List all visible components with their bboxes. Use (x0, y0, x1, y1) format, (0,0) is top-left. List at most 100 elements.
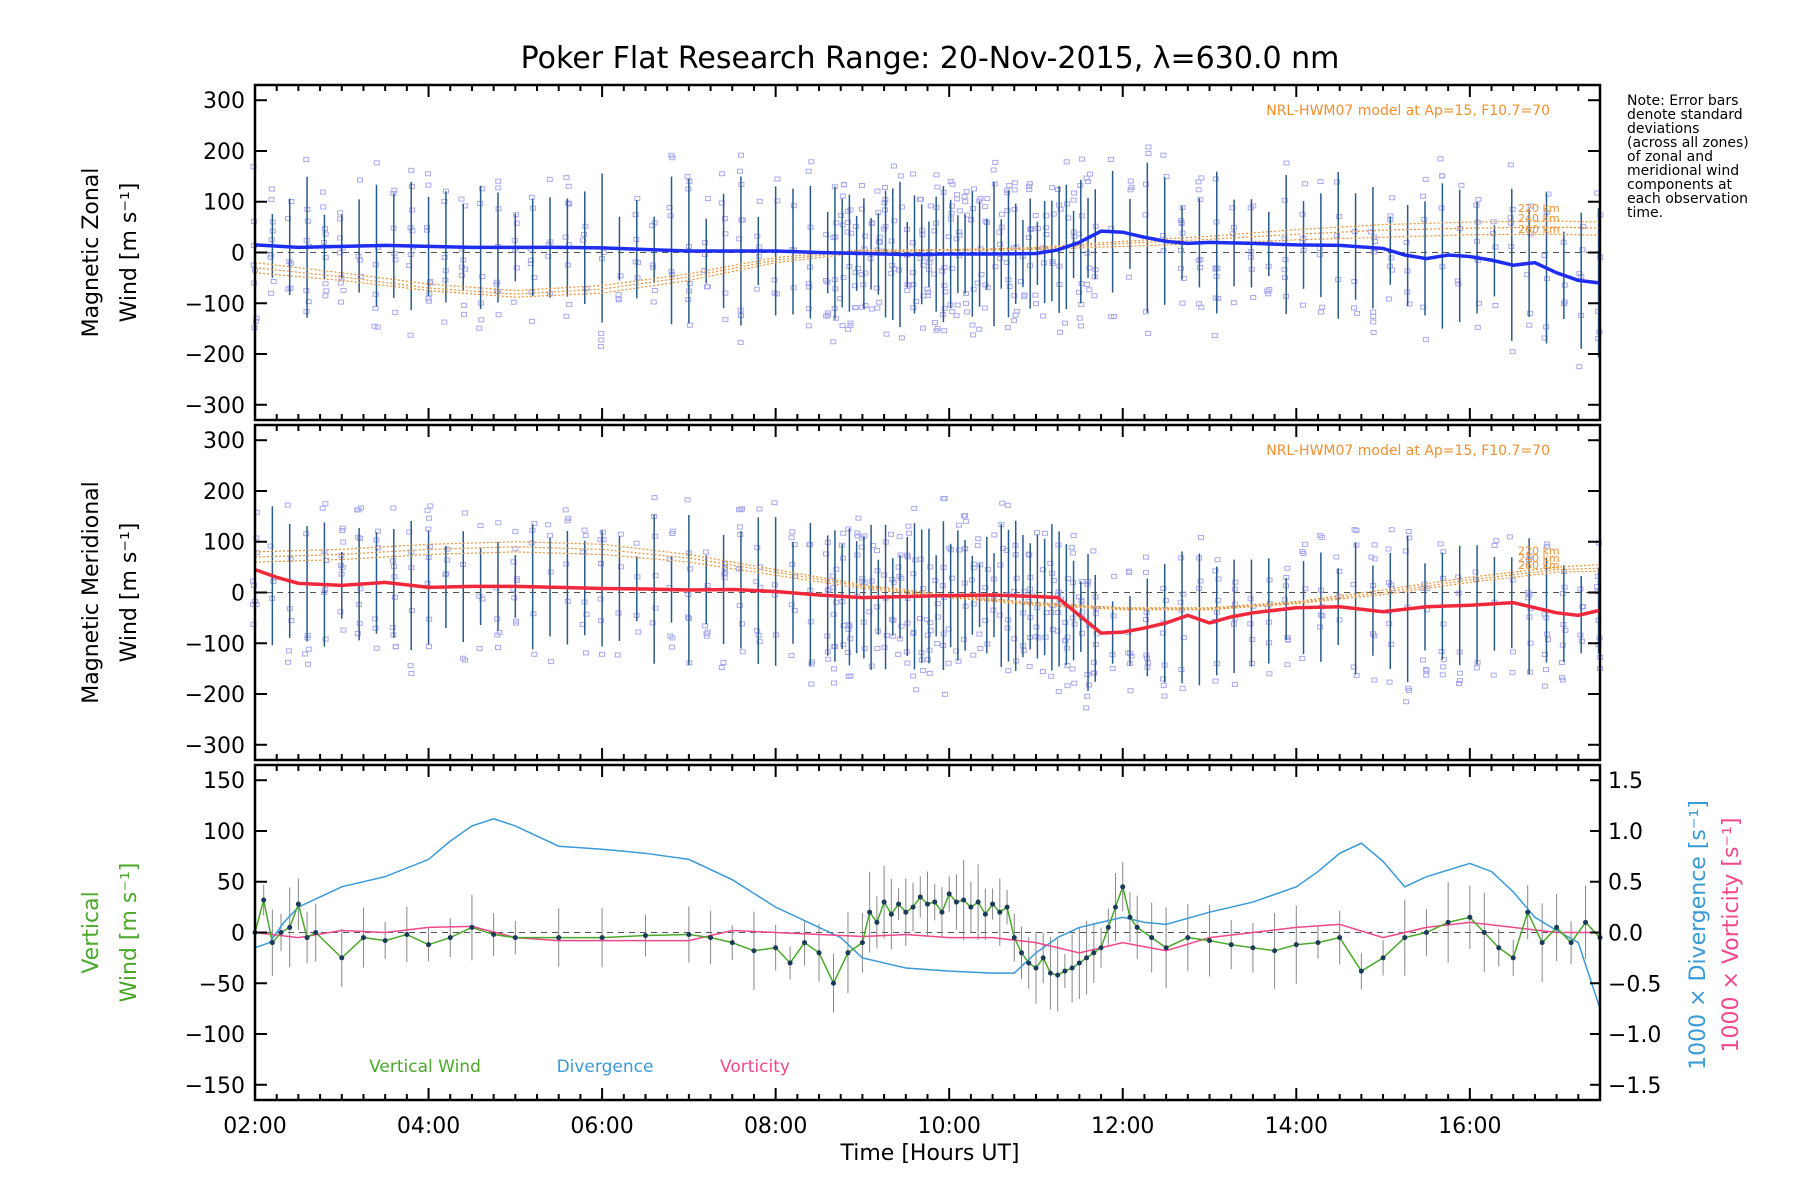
scatter-point (513, 618, 520, 624)
scatter-point (652, 573, 659, 579)
scatter-point (1026, 181, 1033, 187)
scatter-point (1145, 660, 1152, 666)
scatter-point (1049, 185, 1056, 191)
scatter-point (953, 236, 960, 242)
scatter-point (898, 335, 905, 341)
scatter-point (739, 506, 746, 512)
scatter-point (267, 543, 274, 549)
scatter-point (340, 539, 347, 545)
scatter-point (845, 626, 852, 632)
scatter-point (737, 507, 744, 513)
scatter-point (1198, 304, 1205, 310)
scatter-point (287, 285, 294, 291)
scatter-point (1021, 588, 1028, 594)
data-point (787, 960, 793, 966)
scatter-point (948, 203, 955, 209)
y-tick-label: −150 (185, 1074, 245, 1099)
scatter-point (1083, 175, 1090, 181)
scatter-point (1039, 669, 1046, 675)
scatter-point (976, 326, 983, 332)
y2-tick-label: −0.5 (1608, 972, 1661, 997)
scatter-point (910, 171, 917, 177)
scatter-point (531, 520, 538, 526)
x-tick-label: 16:00 (1438, 1114, 1501, 1139)
scatter-point (458, 196, 465, 202)
legend-divergence: Divergence (557, 1057, 654, 1077)
scatter-point (1351, 229, 1358, 235)
scatter-point (1420, 193, 1427, 199)
scatter-point (356, 257, 363, 263)
scatter-point (881, 572, 888, 578)
scatter-point (890, 163, 897, 169)
scatter-point (1069, 615, 1076, 621)
scatter-point (1579, 247, 1586, 253)
scatter-point (1543, 541, 1550, 547)
scatter-point (891, 218, 898, 224)
data-point (802, 940, 808, 946)
scatter-point (1063, 159, 1070, 165)
scatter-point (805, 168, 812, 174)
scatter-point (1011, 206, 1018, 212)
divergence-line (254, 818, 1601, 1009)
scatter-point (1406, 535, 1413, 541)
scatter-point (1526, 322, 1533, 328)
scatter-point (970, 601, 977, 607)
scatter-point (881, 184, 888, 190)
scatter-point (897, 173, 904, 179)
y2-tick-label: 1.0 (1608, 820, 1643, 845)
data-point (287, 924, 293, 930)
scatter-point (1577, 632, 1584, 638)
data-point (295, 901, 301, 907)
scatter-point (953, 313, 960, 319)
scatter-point (991, 181, 998, 187)
scatter-point (806, 284, 813, 290)
scatter-point (285, 659, 292, 665)
scatter-point (599, 651, 606, 657)
note-line: each observation (1627, 191, 1749, 207)
scatter-point (512, 529, 519, 535)
scatter-point (528, 289, 535, 295)
scatter-point (926, 670, 933, 676)
scatter-point (949, 309, 956, 315)
scatter-point (1458, 182, 1465, 188)
scatter-point (651, 288, 658, 294)
scatter-point (426, 291, 433, 297)
data-point (888, 911, 894, 917)
legend-vorticity: Vorticity (720, 1057, 790, 1077)
scatter-point (1422, 176, 1429, 182)
scatter-point (1071, 621, 1078, 627)
scatter-point (771, 500, 778, 506)
scatter-point (1109, 666, 1116, 672)
scatter-point (425, 182, 432, 188)
scatter-point (830, 585, 837, 591)
legend-vertical-wind: Vertical Wind (369, 1057, 481, 1077)
data-point (932, 899, 938, 905)
scatter-point (1142, 181, 1149, 187)
scatter-point (1472, 569, 1479, 575)
y-tick-label: 0 (231, 582, 245, 607)
scatter-point (1389, 195, 1396, 201)
scatter-point (722, 317, 729, 323)
y-axis-label-line1: Magnetic Meridional (79, 481, 104, 703)
scatter-point (895, 564, 902, 570)
y-tick-label: 150 (203, 769, 245, 794)
scatter-point (1160, 585, 1167, 591)
scatter-point (1421, 216, 1428, 222)
y-axis-label-line2: Wind [m s⁻¹] (117, 183, 142, 323)
data-point (1105, 924, 1111, 930)
scatter-point (840, 642, 847, 648)
scatter-point (479, 274, 486, 280)
scatter-point (408, 670, 415, 676)
scatter-point (1078, 630, 1085, 636)
panel-vertical: Vertical Wind Divergence Vorticity −1.5 −1.0… (79, 763, 1744, 1102)
scatter-point (476, 325, 483, 331)
scatter-point (1197, 196, 1204, 202)
data-point (896, 901, 902, 907)
scatter-point (337, 609, 344, 615)
scatter-point (1084, 179, 1091, 185)
scatter-point (322, 281, 329, 287)
scatter-point (1456, 678, 1463, 684)
scatter-point (1040, 245, 1047, 251)
scatter-point (494, 616, 501, 622)
scatter-point (1090, 659, 1097, 665)
